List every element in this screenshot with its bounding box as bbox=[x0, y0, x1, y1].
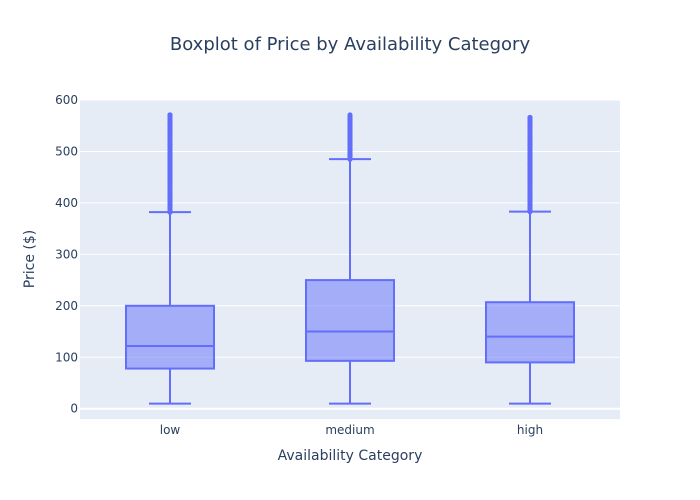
outlier-point bbox=[167, 122, 173, 128]
outlier-point bbox=[527, 199, 533, 205]
outlier-point bbox=[167, 170, 173, 176]
outlier-point bbox=[527, 152, 533, 158]
outlier-point bbox=[527, 114, 533, 121]
y-tick-labels: 0 100 200 300 400 500 600 bbox=[55, 93, 78, 416]
outlier-point bbox=[527, 180, 533, 187]
outlier-point bbox=[347, 121, 353, 127]
iqr-box bbox=[125, 304, 215, 370]
outlier-point bbox=[167, 141, 173, 147]
outlier-point bbox=[527, 171, 533, 177]
outlier-point bbox=[167, 190, 173, 196]
box-low bbox=[125, 112, 215, 405]
outlier-point bbox=[167, 131, 173, 137]
outlier-point bbox=[347, 143, 353, 149]
y-tick-label: 500 bbox=[55, 144, 78, 158]
boxes bbox=[125, 112, 575, 405]
box-high bbox=[485, 114, 575, 405]
x-axis-title: Availability Category bbox=[278, 448, 423, 464]
x-tick-label: high bbox=[517, 423, 543, 437]
outlier-point bbox=[347, 125, 353, 131]
x-tick-label: medium bbox=[325, 423, 374, 437]
outlier-point bbox=[347, 134, 353, 140]
outlier-point bbox=[167, 112, 173, 118]
outlier-point bbox=[167, 151, 173, 157]
outlier-point bbox=[167, 160, 173, 167]
y-axis-title: Price ($) bbox=[22, 230, 38, 288]
outlier-point bbox=[527, 143, 533, 149]
y-tick-label: 200 bbox=[55, 299, 78, 313]
y-tick-label: 0 bbox=[70, 402, 78, 416]
outlier-point bbox=[527, 190, 533, 196]
outlier-point bbox=[167, 180, 173, 186]
outlier-point bbox=[347, 130, 353, 136]
outlier-point bbox=[347, 138, 353, 145]
outlier-point bbox=[527, 161, 533, 168]
outlier-point bbox=[347, 152, 353, 158]
iqr-box bbox=[305, 279, 395, 362]
outlier-point bbox=[347, 147, 353, 153]
y-tick-label: 100 bbox=[55, 350, 78, 364]
y-tick-label: 400 bbox=[55, 196, 78, 210]
y-tick-label: 300 bbox=[55, 247, 78, 261]
outlier-point bbox=[167, 199, 173, 206]
chart-title: Boxplot of Price by Availability Categor… bbox=[170, 34, 531, 55]
x-tick-label: low bbox=[160, 423, 181, 437]
outlier-point bbox=[527, 124, 533, 130]
y-tick-label: 600 bbox=[55, 93, 78, 107]
outlier-point bbox=[347, 116, 353, 122]
outlier-point bbox=[527, 133, 533, 139]
iqr-box bbox=[485, 301, 575, 364]
x-tick-labels: low medium high bbox=[160, 423, 543, 437]
box-medium bbox=[305, 112, 395, 405]
